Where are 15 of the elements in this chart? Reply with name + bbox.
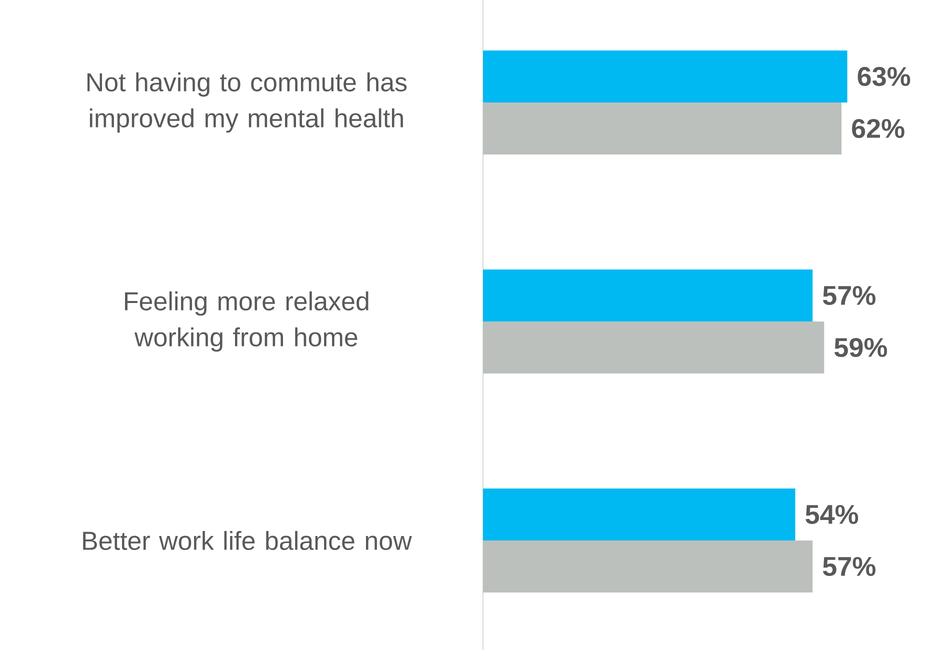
data-label: 57%: [822, 556, 876, 576]
bar: [482, 540, 813, 592]
data-label: 54%: [806, 504, 858, 524]
bar: [482, 322, 824, 374]
y-tick-label: Feeling more relaxed working from home: [125, 291, 368, 352]
bar: [482, 102, 842, 154]
data-label: 59%: [834, 338, 888, 358]
y-tick-label: Better work life balance now: [83, 530, 412, 550]
data-label: 62%: [852, 118, 904, 138]
y-tick-label: Not having to commute has improved my mental health: [87, 72, 407, 133]
bar: [482, 269, 813, 322]
data-label: 57%: [822, 286, 876, 306]
bar: [482, 50, 848, 102]
data-label: 63%: [858, 66, 910, 86]
bar: [482, 488, 796, 540]
